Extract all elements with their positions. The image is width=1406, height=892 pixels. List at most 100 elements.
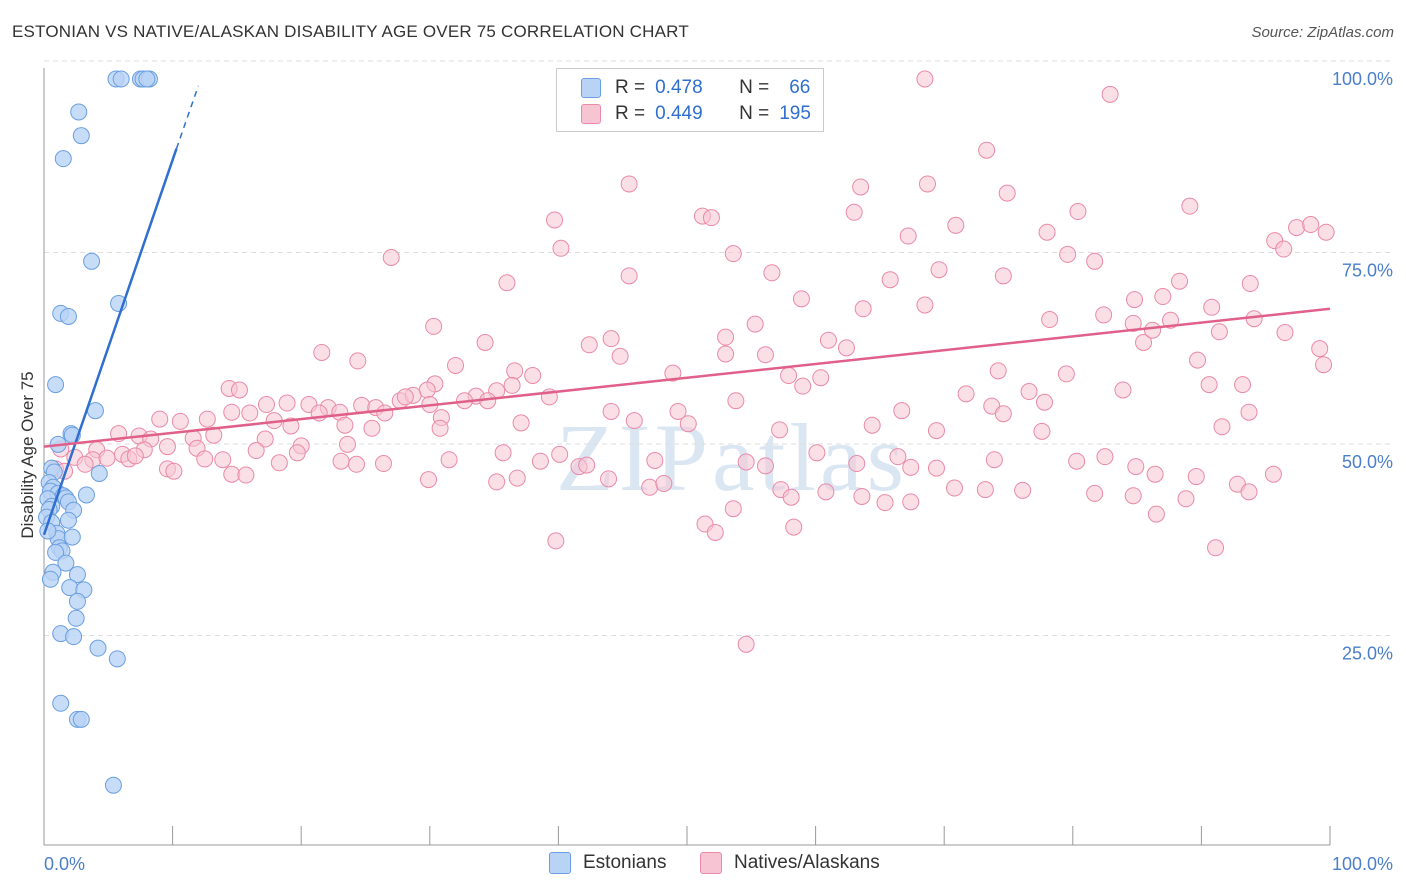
legend-n-label: N = [739, 103, 770, 124]
native-point [978, 141, 996, 159]
native-point [338, 435, 356, 453]
native-point [1288, 219, 1306, 237]
legend-row-estonians: R = 0.478 N = 66 [581, 75, 810, 101]
native-point [646, 451, 664, 469]
native-point [313, 343, 331, 361]
native-point [237, 466, 255, 484]
native-point [852, 178, 870, 196]
native-point [669, 402, 687, 420]
native-point [1127, 458, 1145, 476]
legend-r-value: 0.449 [655, 103, 703, 124]
native-point [876, 494, 894, 512]
native-point [724, 245, 742, 263]
series-legend: Estonians Natives/Alaskans [0, 852, 1406, 876]
native-point [702, 209, 720, 227]
native-point [223, 403, 241, 421]
correlation-legend: R = 0.478 N = 66 R = 0.449 N = 195 [556, 68, 824, 132]
y-tick-label: 75.0% [1342, 261, 1393, 281]
estonian-point [57, 554, 75, 572]
native-point [957, 385, 975, 403]
native-point [396, 388, 414, 406]
estonian-point [77, 486, 95, 504]
native-point [794, 377, 812, 395]
native-point [1200, 376, 1218, 394]
native-point [1014, 481, 1032, 499]
native-point [1144, 321, 1162, 339]
native-point [1135, 334, 1153, 352]
native-point [1126, 291, 1144, 309]
native-point [717, 328, 735, 346]
y-tick-labels: 100.0% 75.0% 50.0% 25.0% [1332, 69, 1393, 664]
native-point [382, 248, 400, 266]
native-point [1311, 340, 1329, 358]
native-point [171, 412, 189, 430]
estonian-point [72, 710, 90, 728]
native-point [927, 459, 945, 477]
native-point [746, 315, 764, 333]
native-point [664, 364, 682, 382]
native-point [808, 444, 826, 462]
native-point [902, 458, 920, 476]
native-point [151, 410, 169, 428]
native-point [1276, 324, 1294, 342]
estonian-point [90, 464, 108, 482]
native-point [1036, 393, 1054, 411]
native-point [989, 362, 1007, 380]
native-point [771, 421, 789, 439]
legend-swatch-blue [581, 78, 601, 98]
estonian-point [68, 592, 86, 610]
estonian-point [89, 639, 107, 657]
y-tick-label: 100.0% [1332, 69, 1393, 89]
native-point [994, 267, 1012, 285]
native-point [98, 449, 116, 467]
native-point [158, 438, 176, 456]
series-legend-natives: Natives/Alaskans [700, 852, 880, 874]
native-point [476, 334, 494, 352]
native-point [947, 216, 965, 234]
native-point [792, 290, 810, 308]
native-point [205, 426, 223, 444]
native-point [1086, 252, 1104, 270]
native-point [1068, 452, 1086, 470]
native-point [727, 392, 745, 410]
native-point [837, 339, 855, 357]
series-swatch-blue [549, 852, 571, 874]
estonian-point [108, 650, 126, 668]
native-point [1203, 298, 1221, 316]
native-point [817, 483, 835, 501]
series-swatch-pink [700, 852, 722, 874]
native-point [1275, 240, 1293, 258]
estonian-point [47, 376, 65, 394]
series-label-natives: Natives/Alaskans [734, 852, 880, 873]
native-point [625, 412, 643, 430]
native-point [611, 347, 629, 365]
native-point [580, 336, 598, 354]
native-point [347, 455, 365, 473]
native-point [257, 396, 275, 414]
legend-swatch-pink [581, 104, 601, 124]
estonians-trend-line [42, 148, 178, 536]
legend-n-value: 195 [779, 103, 811, 124]
trend-lines [42, 85, 1331, 536]
native-point [431, 419, 449, 437]
estonian-point [52, 694, 70, 712]
legend-n-value: 66 [789, 77, 811, 98]
native-point [756, 346, 774, 364]
native-point [916, 296, 934, 314]
native-point [1189, 351, 1207, 369]
native-point [1038, 223, 1056, 241]
native-point [1240, 483, 1258, 501]
native-point [1241, 275, 1259, 293]
native-point [724, 500, 742, 518]
native-point [1207, 539, 1225, 557]
native-point [655, 474, 673, 492]
native-point [976, 481, 994, 499]
native-point [1154, 288, 1172, 306]
native-point [230, 381, 248, 399]
native-point [524, 366, 542, 384]
native-point [1114, 381, 1132, 399]
estonian-point [65, 628, 83, 646]
native-point [994, 405, 1012, 423]
native-point [1033, 422, 1051, 440]
